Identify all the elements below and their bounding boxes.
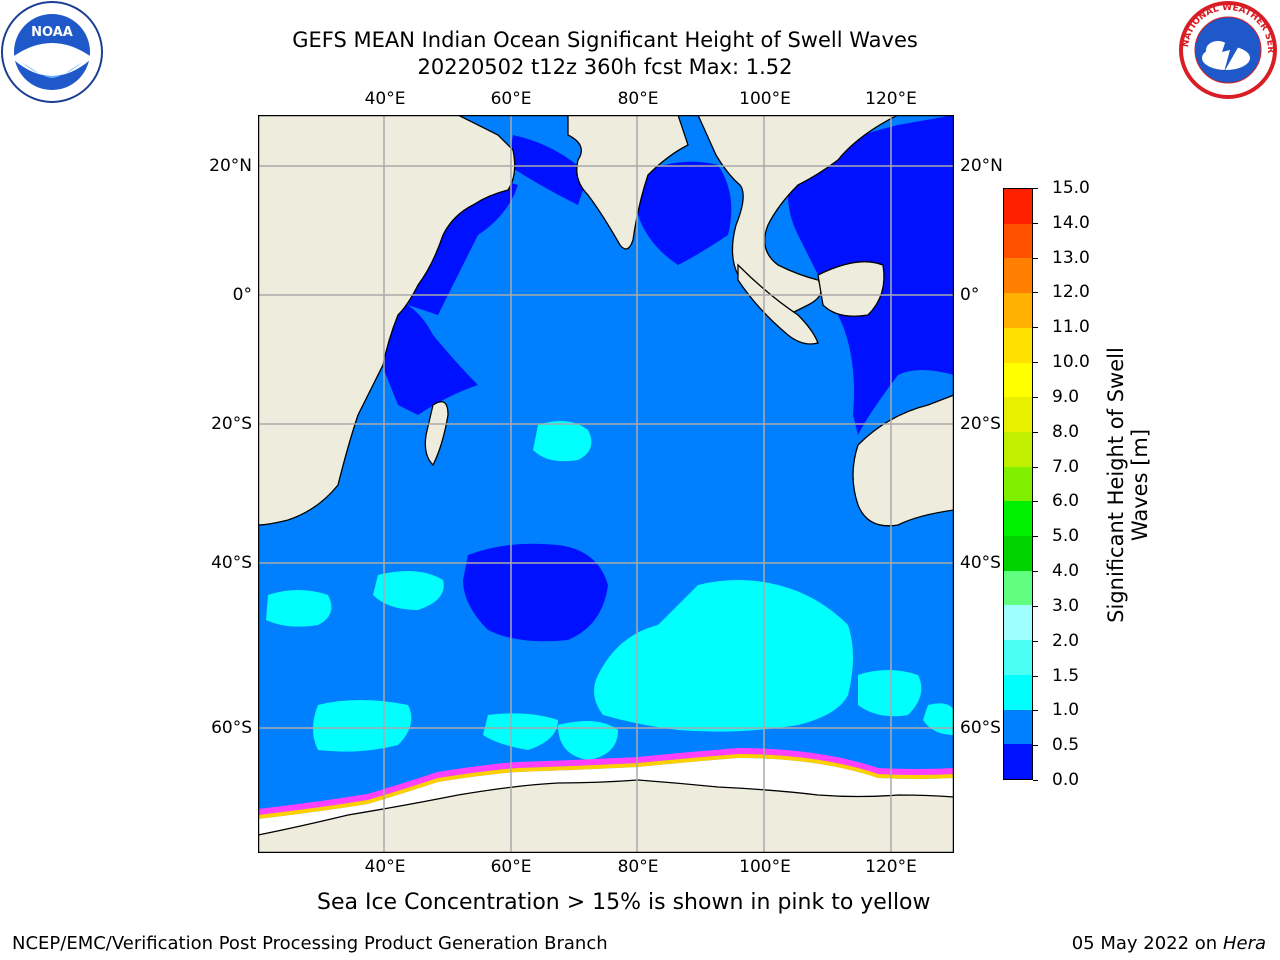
colorbar-tick (1033, 466, 1038, 468)
nws-logo: NATIONAL WEATHER SERVICE (1178, 0, 1277, 99)
colorbar-tick-label: 7.0 (1052, 456, 1080, 477)
lon-label-top: 40°E (364, 89, 406, 109)
lon-label-bottom: 40°E (364, 857, 406, 877)
lon-label-top: 120°E (865, 89, 917, 109)
colorbar-tick (1033, 222, 1038, 224)
colorbar-tick (1033, 745, 1038, 747)
lon-label-bottom: 100°E (739, 857, 791, 877)
colorbar-tick-label: 1.5 (1052, 665, 1080, 686)
colorbar-segment (1004, 570, 1032, 606)
colorbar-tick (1033, 396, 1038, 398)
lat-label-right: 20°N (960, 156, 1003, 176)
lon-label-bottom: 80°E (617, 857, 659, 877)
lat-label-right: 20°S (960, 414, 1001, 434)
colorbar-segment (1004, 257, 1032, 294)
moderate-swell-regions (266, 421, 954, 760)
colorbar-tick (1033, 780, 1038, 781)
lat-label-right: 40°S (960, 553, 1001, 573)
lat-label-right: 60°S (960, 718, 1001, 738)
colorbar-tick-label: 13.0 (1052, 247, 1090, 268)
colorbar-tick (1033, 640, 1038, 642)
colorbar-segment (1004, 674, 1032, 710)
colorbar-segment (1004, 743, 1032, 779)
colorbar-segment (1004, 292, 1032, 328)
colorbar-tick-label: 12.0 (1052, 282, 1090, 303)
chart-title: GEFS MEAN Indian Ocean Significant Heigh… (292, 28, 918, 52)
colorbar-tick (1033, 327, 1038, 329)
colorbar-segment (1004, 535, 1032, 571)
sea-ice-edge (258, 747, 954, 819)
colorbar-tick (1033, 292, 1038, 294)
lon-label-bottom: 120°E (865, 857, 917, 877)
colorbar-tick (1033, 501, 1038, 503)
lat-label-left: 20°S (211, 414, 252, 434)
colorbar-tick (1033, 536, 1038, 538)
colorbar-segment (1004, 604, 1032, 641)
colorbar-tick (1033, 431, 1038, 433)
colorbar-tick-label: 8.0 (1052, 421, 1080, 442)
colorbar-segment (1004, 500, 1032, 537)
colorbar-segment (1004, 466, 1032, 502)
colorbar-segment (1004, 639, 1032, 675)
footer-date-text: 05 May 2022 on (1071, 933, 1218, 954)
colorbar-tick (1033, 571, 1038, 573)
lon-label-top: 60°E (490, 89, 532, 109)
colorbar-tick-label: 3.0 (1052, 595, 1080, 616)
colorbar-tick-label: 4.0 (1052, 561, 1080, 582)
colorbar-tick-label: 10.0 (1052, 352, 1090, 373)
colorbar-tick-label: 14.0 (1052, 212, 1090, 233)
colorbar-tick-label: 11.0 (1052, 317, 1090, 338)
colorbar-tick (1033, 362, 1038, 364)
colorbar-tick (1033, 188, 1038, 189)
colorbar-tick (1033, 605, 1038, 607)
colorbar-segment (1004, 362, 1032, 398)
colorbar-tick-label: 1.0 (1052, 700, 1080, 721)
colorbar-tick-label: 2.0 (1052, 630, 1080, 651)
lat-label-left: 0° (232, 285, 252, 305)
chart-subtitle-date: 20220502 t12z 360h fcst Max: 1.52 (417, 55, 793, 79)
colorbar-tick (1033, 257, 1038, 259)
colorbar-tick-label: 9.0 (1052, 386, 1080, 407)
noaa-logo: NOAA (1, 1, 103, 103)
lon-label-top: 100°E (739, 89, 791, 109)
swell-height-map (258, 115, 954, 853)
colorbar-segment (1004, 709, 1032, 745)
sea-ice-note: Sea Ice Concentration > 15% is shown in … (317, 890, 931, 915)
lat-label-left: 20°N (209, 156, 252, 176)
colorbar-tick (1033, 710, 1038, 712)
colorbar-segment (1004, 396, 1032, 432)
lat-label-left: 60°S (211, 718, 252, 738)
colorbar-segment (1004, 188, 1032, 224)
lon-label-bottom: 60°E (490, 857, 532, 877)
lon-label-top: 80°E (617, 89, 659, 109)
colorbar-tick (1033, 675, 1038, 677)
footer-date: 05 May 2022 on Hera (1072, 933, 1266, 954)
colorbar-tick-label: 5.0 (1052, 526, 1080, 547)
colorbar (1003, 188, 1033, 780)
colorbar-tick-label: 0.5 (1052, 735, 1080, 756)
colorbar-segment (1004, 223, 1032, 259)
colorbar-tick-label: 15.0 (1052, 178, 1090, 198)
svg-text:NOAA: NOAA (31, 25, 73, 40)
graticule (258, 115, 954, 853)
footer-credit: NCEP/EMC/Verification Post Processing Pr… (12, 933, 608, 954)
footer-machine: Hera (1222, 933, 1266, 954)
colorbar-tick-label: 6.0 (1052, 491, 1080, 512)
colorbar-segment (1004, 431, 1032, 467)
colorbar-segment (1004, 327, 1032, 363)
lat-label-right: 0° (960, 285, 980, 305)
colorbar-title: Significant Height of Swell Waves [m] (1104, 347, 1152, 623)
colorbar-tick-label: 0.0 (1052, 770, 1080, 790)
lat-label-left: 40°S (211, 553, 252, 573)
